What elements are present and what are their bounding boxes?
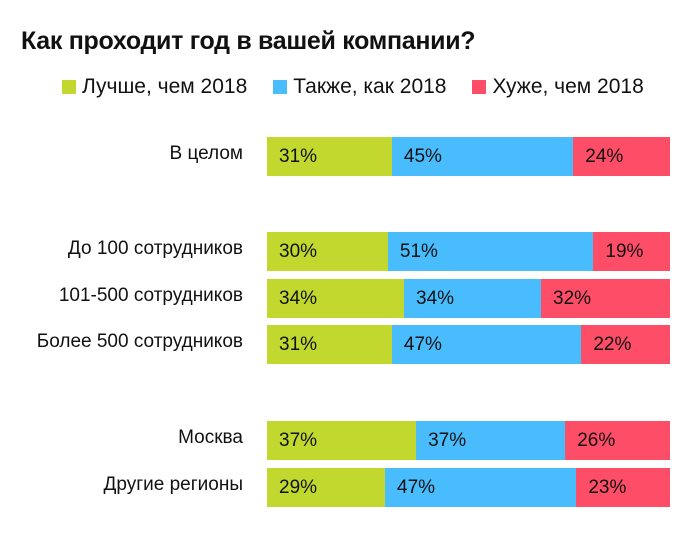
bar-segment-same: 37% (416, 421, 566, 460)
legend-label-better: Лучше, чем 2018 (82, 75, 248, 98)
data-label: 23% (588, 476, 627, 498)
legend-item-worse: Хуже, чем 2018 (472, 75, 644, 99)
data-label: 47% (397, 476, 436, 498)
bar-segment-better: 31% (267, 137, 392, 176)
data-label: 19% (605, 240, 644, 262)
bar-segment-better: 29% (267, 468, 386, 507)
data-label: 26% (577, 429, 616, 451)
data-label: 24% (585, 145, 624, 167)
legend-swatch-same (273, 80, 288, 94)
data-label: 47% (403, 333, 442, 355)
legend-swatch-better (62, 80, 76, 94)
bar-segment-same: 47% (391, 325, 582, 364)
data-label: 34% (279, 287, 318, 309)
bar-segment-worse: 19% (593, 232, 670, 271)
bar-segment-better: 30% (267, 232, 388, 271)
legend: Лучше, чем 2018 Также, как 2018 Хуже, че… (62, 75, 644, 99)
data-label: 51% (399, 240, 438, 262)
bar-segment-same: 34% (404, 279, 542, 318)
stacked-bar: 34% 34% 32% (267, 279, 670, 318)
category-label: В целом (169, 143, 244, 164)
bar-segment-better: 34% (267, 279, 405, 318)
bar-segment-same: 47% (385, 468, 577, 507)
bar-segment-worse: 26% (565, 421, 670, 460)
category-label: 101-500 сотрудников (58, 285, 243, 306)
data-label: 29% (279, 476, 318, 498)
data-label: 37% (428, 429, 467, 451)
category-label: Москва (178, 427, 243, 448)
bar-segment-same: 45% (391, 137, 574, 176)
bar-segment-worse: 22% (581, 325, 670, 364)
legend-label-worse: Хуже, чем 2018 (492, 75, 644, 98)
category-label: До 100 сотрудников (67, 238, 243, 259)
bar-segment-worse: 24% (573, 137, 670, 176)
data-label: 31% (279, 145, 318, 167)
bar-segment-better: 37% (267, 421, 417, 460)
data-label: 32% (553, 287, 592, 309)
data-label: 31% (279, 333, 318, 355)
data-label: 30% (279, 240, 318, 262)
data-label: 45% (403, 145, 442, 167)
legend-item-better: Лучше, чем 2018 (62, 75, 247, 99)
bar-segment-same: 51% (387, 232, 594, 271)
chart-title: Как проходит год в вашей компании? (21, 27, 476, 55)
bar-segment-worse: 23% (576, 468, 670, 507)
category-label: Другие регионы (103, 474, 243, 495)
data-label: 34% (416, 287, 455, 309)
stacked-bar: 31% 47% 22% (267, 325, 670, 364)
bar-segment-worse: 32% (541, 279, 670, 318)
stacked-bar: 29% 47% 23% (267, 468, 670, 507)
legend-swatch-worse (472, 80, 487, 94)
category-label: Более 500 сотрудников (36, 331, 243, 352)
data-label: 37% (279, 429, 318, 451)
bar-segment-better: 31% (267, 325, 392, 364)
stacked-bar: 30% 51% 19% (267, 232, 670, 271)
legend-item-same: Также, как 2018 (273, 75, 446, 99)
data-label: 22% (593, 333, 632, 355)
stacked-bar: 31% 45% 24% (267, 137, 670, 176)
stacked-bar: 37% 37% 26% (267, 421, 670, 460)
legend-label-same: Также, как 2018 (293, 75, 447, 98)
